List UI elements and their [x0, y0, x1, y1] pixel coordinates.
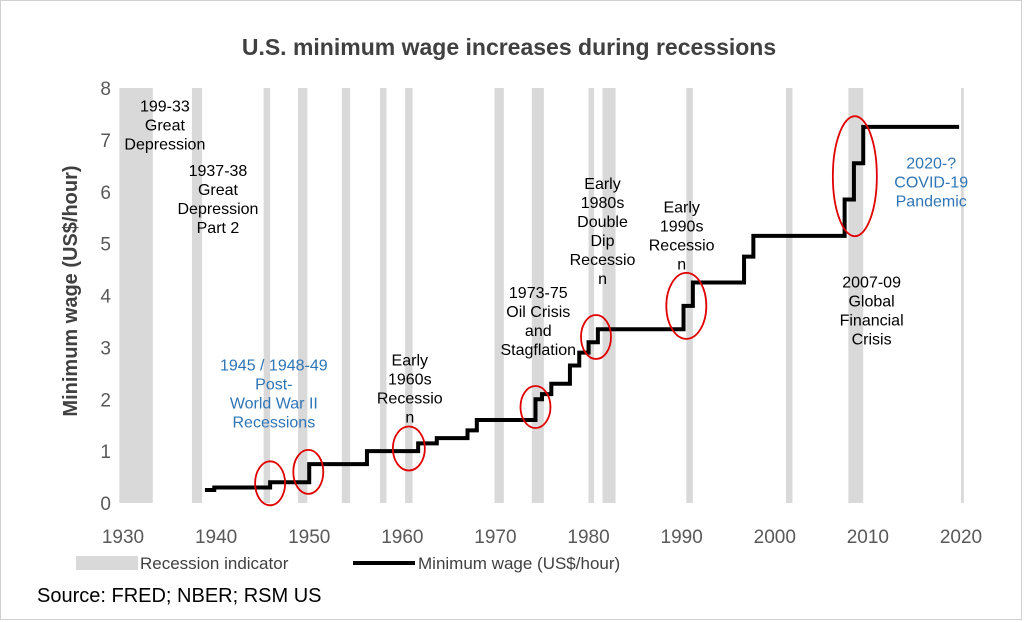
recession-bar [263, 88, 271, 503]
annotation-text: Early [663, 200, 699, 217]
annotation-text: n [405, 410, 414, 427]
annotation-text: Stagflation [500, 342, 576, 359]
recession-bar [588, 88, 595, 503]
highlight-ellipse [831, 115, 878, 238]
recession-bar [494, 88, 504, 503]
annotation-text: 2007-09 [842, 275, 901, 292]
y-tick-label: 6 [100, 183, 111, 204]
recession-bar [298, 88, 308, 503]
highlight-ellipse [665, 271, 708, 340]
x-tick-label: 2010 [847, 527, 889, 548]
annotation-text: Great [145, 117, 186, 134]
annotation-text: 1980s [581, 195, 625, 212]
annotation-text: Crisis [852, 332, 892, 349]
annotation-text: Early [584, 176, 620, 193]
annotation-text: Pandemic [896, 193, 967, 210]
y-tick-label: 4 [100, 287, 111, 308]
annotations: 199-33 Great Depression 1937-38 Great Depress… [124, 98, 968, 431]
legend-label-minimum-wage: Minimum wage (US$/hour) [418, 554, 620, 573]
annotation-text: 1973-75 [509, 285, 568, 302]
chart-title: U.S. minimum wage increases during reces… [242, 34, 776, 60]
annotation-text: 1945 / 1948-49 [220, 358, 328, 375]
annotation-text: Double [577, 214, 628, 231]
y-tick-label: 8 [100, 79, 111, 100]
y-tick-label: 1 [100, 442, 111, 463]
recession-bar [341, 88, 351, 503]
y-tick-label: 2 [100, 390, 111, 411]
x-tick-label: 2020 [940, 527, 982, 548]
minimum-wage-line [204, 124, 960, 493]
x-tick-label: 1930 [102, 527, 144, 548]
x-tick-label: 1940 [195, 527, 237, 548]
recession-bar [686, 88, 693, 503]
recession-bar [191, 88, 203, 503]
annotation-text: 1990s [660, 219, 704, 236]
y-tick-label: 3 [100, 338, 111, 359]
x-tick-label: 2000 [754, 527, 796, 548]
recession-bar [785, 88, 793, 503]
annotation-text: Early [392, 353, 428, 370]
x-tick-label: 1990 [661, 527, 703, 548]
recession-bar [961, 88, 964, 503]
annotation-text: Post- [255, 377, 292, 394]
recession-bar [119, 88, 153, 503]
annotation-text: 199-33 [140, 98, 190, 115]
y-axis-ticks: 0 1 2 3 4 5 6 7 8 [100, 79, 111, 515]
highlight-ellipse [391, 425, 426, 472]
x-tick-label: 1980 [567, 527, 609, 548]
annotation-text: 2020-? [906, 155, 956, 172]
x-axis-ticks: 1930 1940 1950 1960 1970 1980 1990 2000 2010 2020 [102, 527, 982, 548]
annotation-text: Great [198, 182, 239, 199]
annotation-text: Oil Crisis [506, 304, 570, 321]
annotation-text: and [525, 323, 552, 340]
highlight-ellipse [580, 314, 612, 360]
annotation-text: Recessio [649, 238, 715, 255]
y-tick-label: 5 [100, 235, 111, 256]
highlight-ellipse [519, 385, 552, 429]
annotation-text: 1937-38 [189, 163, 248, 180]
x-tick-label: 1970 [474, 527, 516, 548]
annotation-text: n [677, 257, 686, 274]
highlight-ellipses [254, 115, 878, 507]
annotation-text: Part 2 [197, 220, 240, 237]
x-tick-label: 1960 [381, 527, 423, 548]
y-axis-label: Minimum wage (US$/hour) [60, 165, 82, 416]
annotation-text: Depression [124, 136, 205, 153]
annotation-text: Dip [591, 233, 615, 250]
legend-label-recession: Recession indicator [140, 554, 289, 573]
annotation-text: Financial [840, 313, 904, 330]
annotation-text: Depression [178, 201, 259, 218]
y-tick-label: 0 [100, 494, 111, 515]
recession-bar [379, 88, 387, 503]
legend-swatch-recession [76, 556, 138, 570]
annotation-text: World War II [230, 396, 318, 413]
highlight-ellipse [254, 460, 287, 507]
annotation-text: Recessio [377, 391, 443, 408]
legend: Recession indicator Minimum wage (US$/ho… [76, 554, 620, 573]
annotation-text: Recessio [570, 252, 636, 269]
annotation-text: n [598, 271, 607, 288]
minimum-wage-series [204, 124, 960, 493]
annotation-text: Recessions [232, 415, 315, 432]
recession-bar [405, 88, 413, 503]
y-tick-label: 7 [100, 131, 111, 152]
x-tick-label: 1950 [288, 527, 330, 548]
highlight-ellipse [292, 448, 325, 495]
annotation-text: COVID-19 [894, 174, 968, 191]
recession-bar [602, 88, 616, 503]
annotation-text: Global [848, 294, 894, 311]
source-note: Source: FRED; NBER; RSM US [37, 585, 322, 607]
annotation-text: 1960s [388, 372, 432, 389]
